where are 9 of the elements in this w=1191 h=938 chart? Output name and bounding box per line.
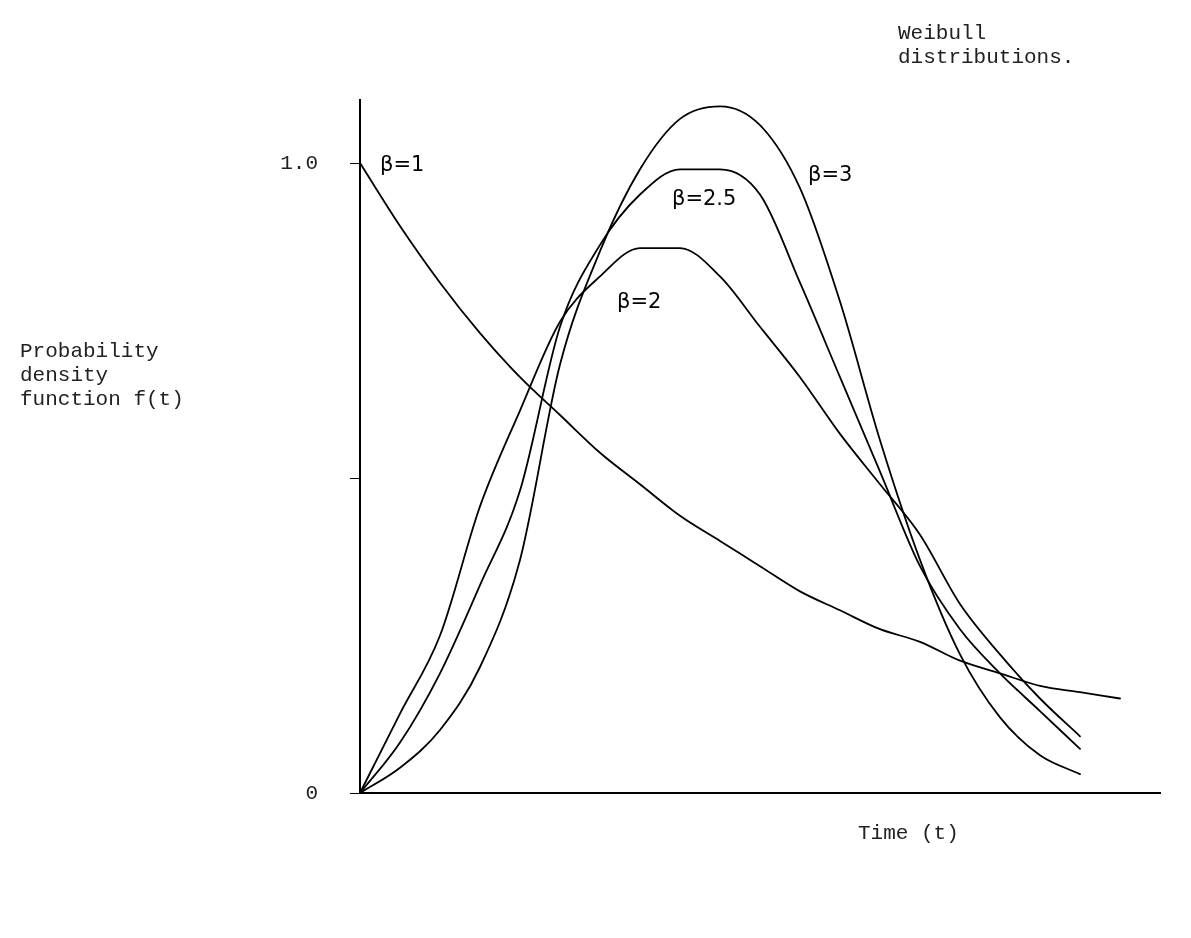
series-label: β=3	[808, 162, 853, 187]
x-axis-title: Time (t)	[858, 822, 959, 847]
series-label: β=2.5	[672, 186, 737, 211]
series-label: β=1	[380, 152, 425, 176]
chart-title: Weibull distributions.	[898, 22, 1076, 71]
y-tick-label: 1.0	[280, 151, 318, 175]
y-axis-title: Probability density function f(t)	[20, 340, 185, 413]
y-tick-label: 0	[305, 781, 318, 805]
series-label: β=2	[617, 289, 662, 314]
